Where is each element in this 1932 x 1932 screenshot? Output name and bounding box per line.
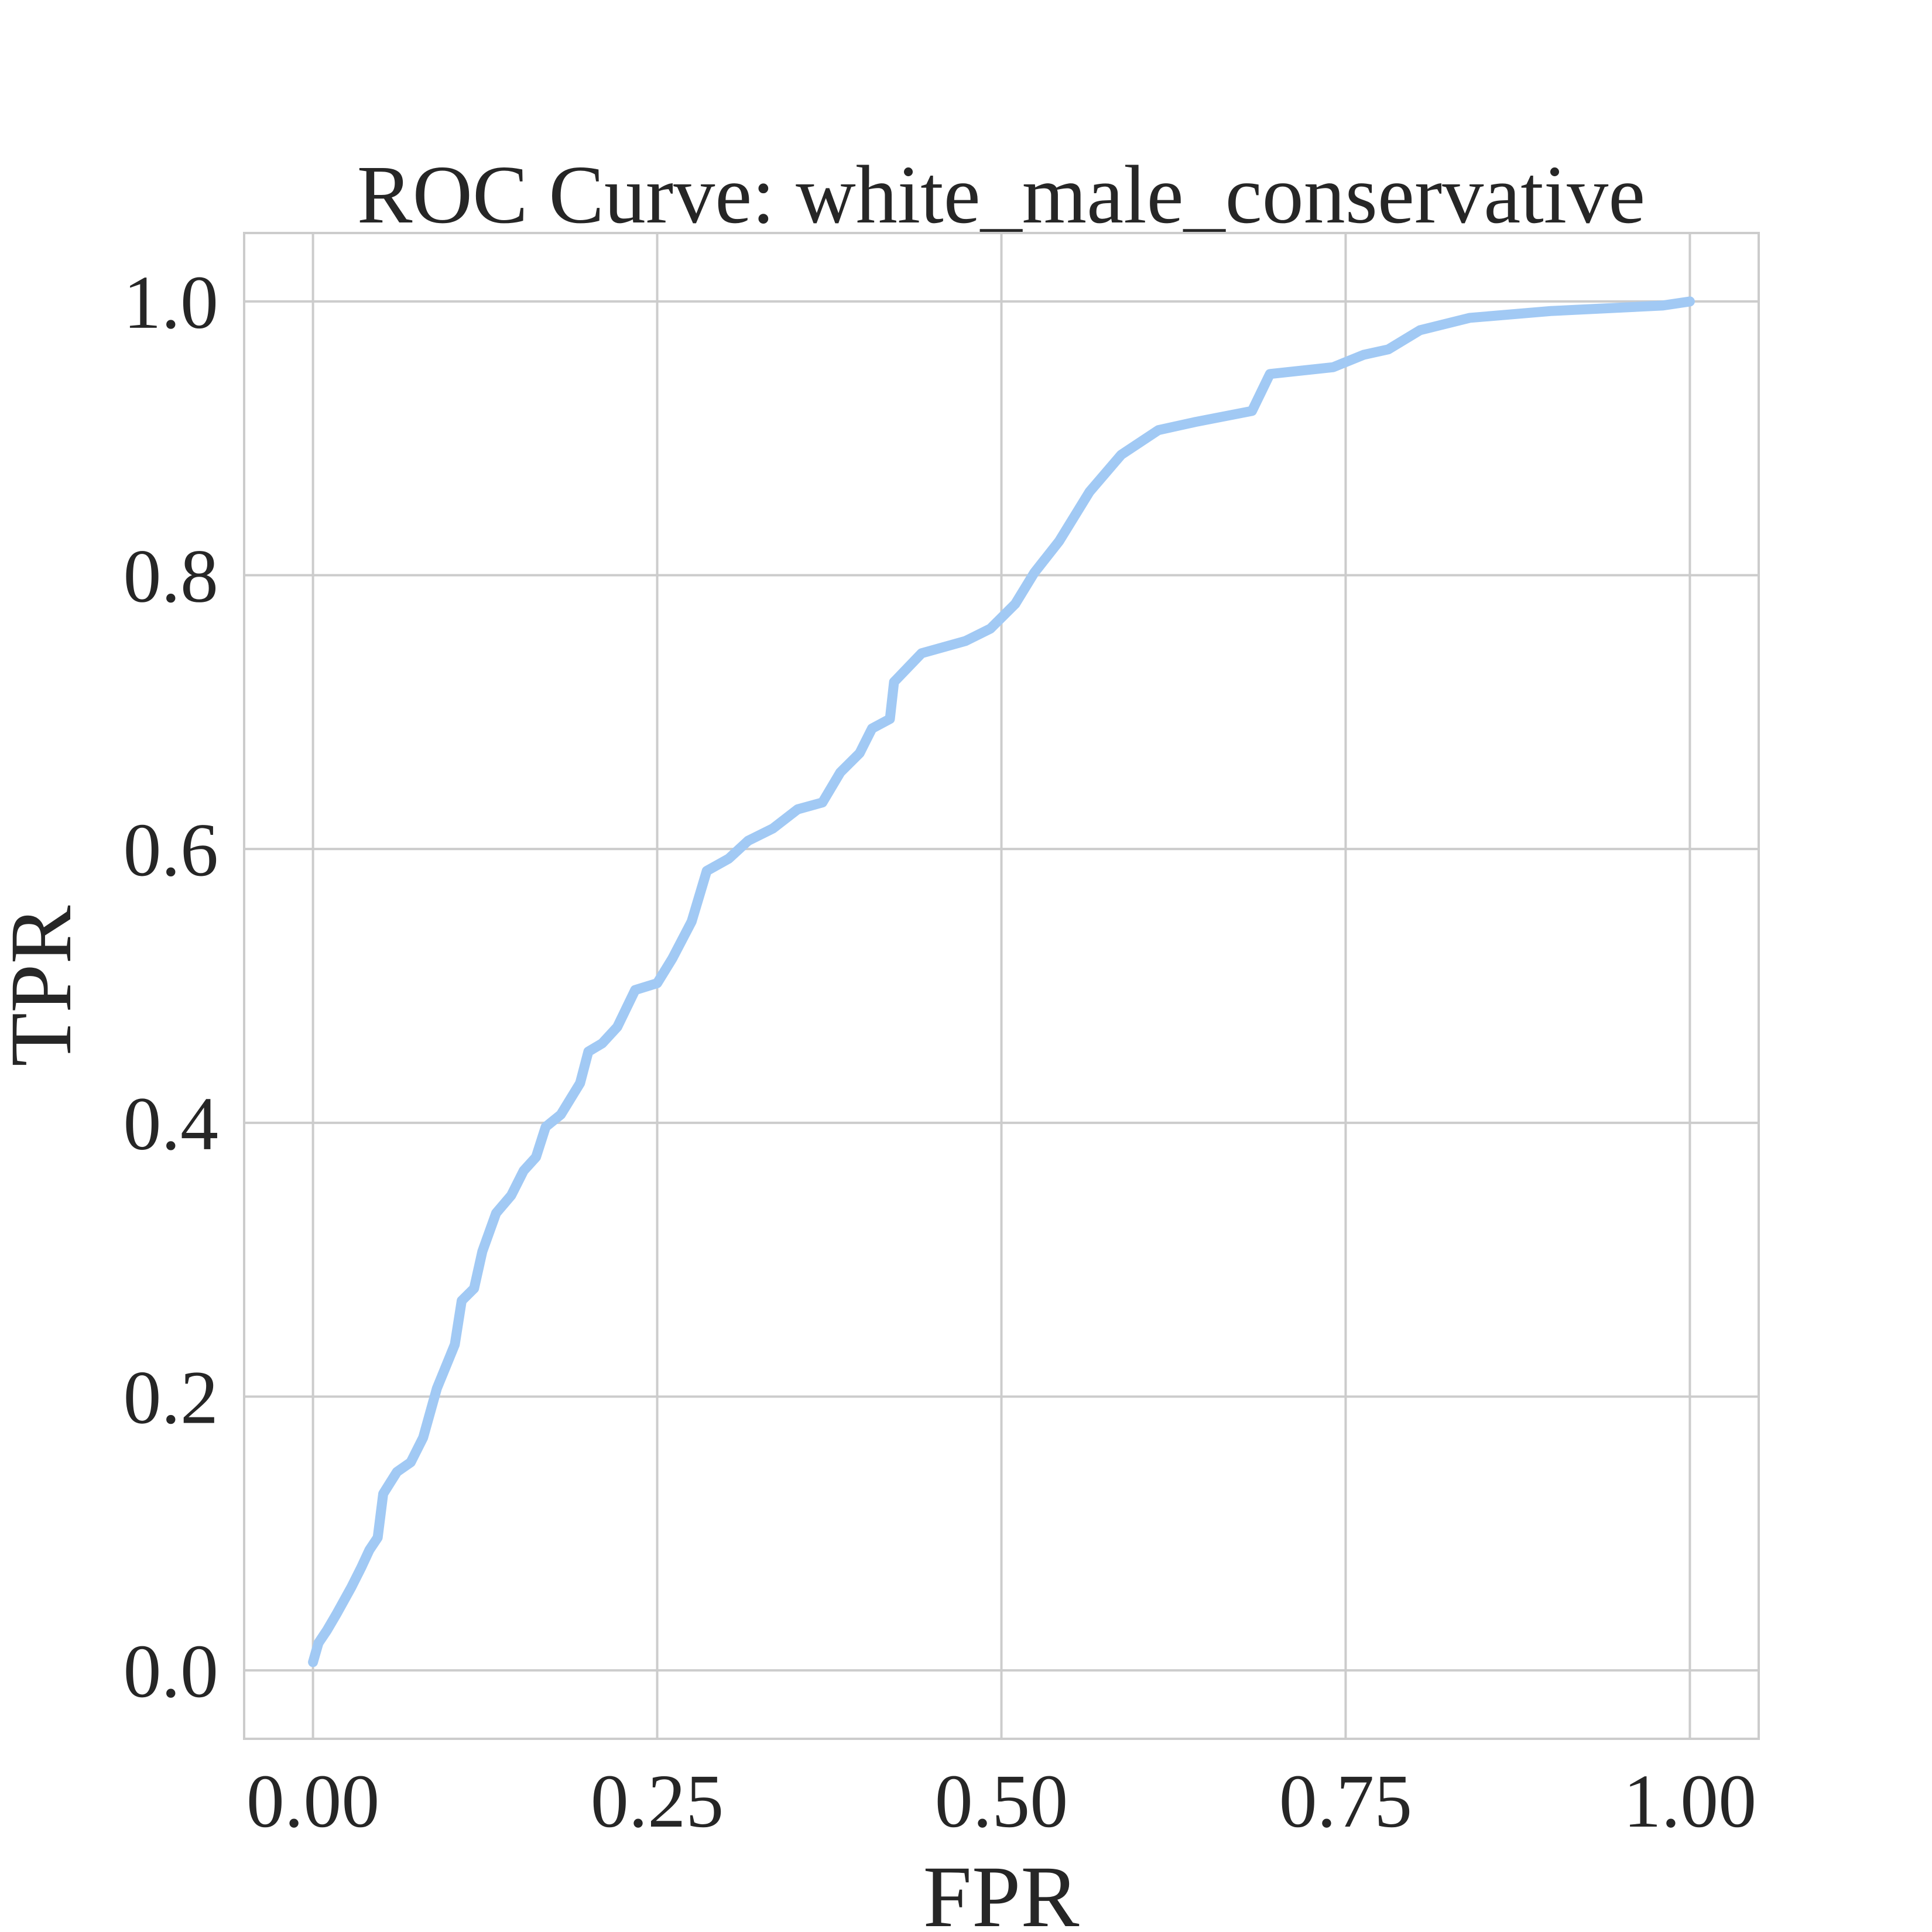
- x-tick-label: 0.50: [935, 1759, 1068, 1844]
- y-axis-label: TPR: [0, 905, 90, 1066]
- roc-line: [308, 296, 1695, 1667]
- y-tick-label: 0.4: [124, 1082, 219, 1166]
- y-tick-label: 0.0: [124, 1629, 219, 1714]
- y-tick-label: 0.8: [124, 535, 219, 619]
- x-tick-label: 0.75: [1279, 1759, 1413, 1844]
- chart-title: ROC Curve: white_male_conservative: [357, 148, 1645, 241]
- x-tick-label: 0.00: [246, 1759, 380, 1844]
- x-axis-label: FPR: [923, 1848, 1080, 1932]
- y-tick-label: 0.6: [124, 808, 219, 892]
- x-tick-label: 0.25: [591, 1759, 724, 1844]
- plot-frame: [243, 232, 1760, 1740]
- x-tick-label: 1.00: [1623, 1759, 1757, 1844]
- y-tick-label: 1.0: [124, 261, 219, 345]
- y-tick-label: 0.2: [124, 1355, 219, 1440]
